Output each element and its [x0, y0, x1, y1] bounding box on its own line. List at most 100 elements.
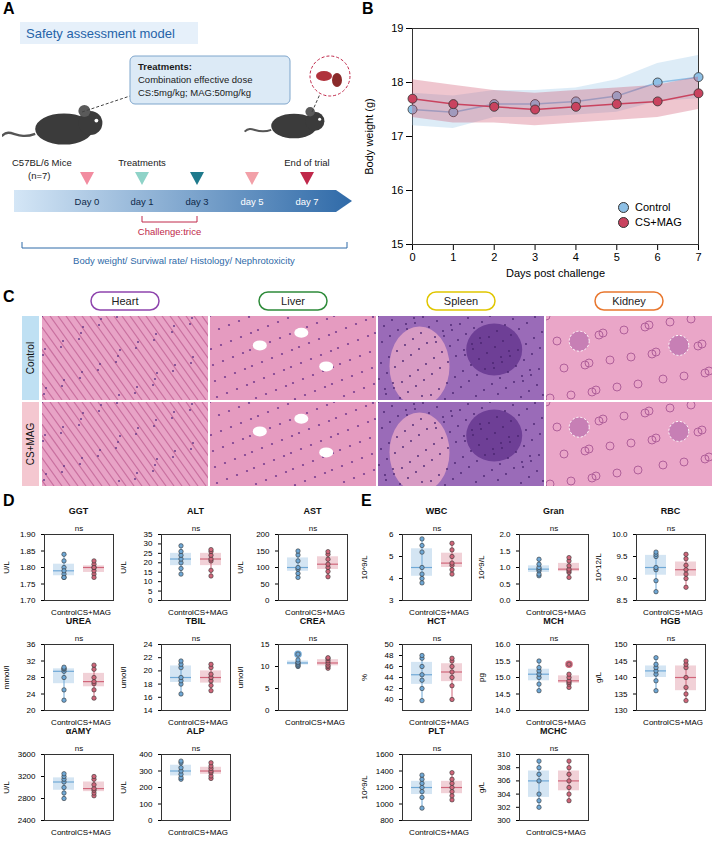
svg-text:200: 200: [256, 530, 270, 539]
svg-text:Combination effective dose: Combination effective dose: [138, 74, 252, 85]
svg-text:Control: Control: [643, 718, 669, 726]
svg-text:Control: Control: [168, 608, 194, 616]
svg-text:CS+MAG: CS+MAG: [77, 608, 111, 616]
svg-text:1000: 1000: [376, 800, 394, 809]
svg-text:0.5: 0.5: [499, 580, 511, 589]
svg-text:140: 140: [614, 673, 628, 682]
svg-text:Control: Control: [285, 608, 311, 616]
svg-text:7: 7: [695, 251, 701, 263]
svg-text:ns: ns: [192, 744, 200, 753]
svg-text:100: 100: [256, 563, 270, 572]
svg-text:CS+MAG: CS+MAG: [435, 608, 469, 616]
svg-text:CS+MAG: CS+MAG: [194, 608, 228, 616]
svg-text:Day 0: Day 0: [75, 196, 100, 207]
svg-text:Control: Control: [526, 828, 552, 836]
svg-text:U/L: U/L: [119, 561, 128, 574]
svg-text:CS+MAG: CS+MAG: [669, 608, 703, 616]
svg-text:6: 6: [389, 530, 394, 539]
svg-text:CS:5mg/kg; MAG:50mg/kg: CS:5mg/kg; MAG:50mg/kg: [138, 87, 251, 98]
svg-text:50: 50: [385, 640, 394, 649]
svg-text:16: 16: [144, 693, 153, 702]
svg-text:10.0: 10.0: [612, 530, 628, 539]
svg-text:310: 310: [497, 750, 511, 759]
svg-text:1.70: 1.70: [20, 596, 36, 605]
svg-text:Control: Control: [409, 608, 435, 616]
svg-text:Control: Control: [51, 828, 77, 836]
svg-text:(n=7): (n=7): [28, 170, 50, 181]
svg-text:Heart: Heart: [112, 295, 139, 307]
svg-text:0.0: 0.0: [499, 596, 511, 605]
svg-text:U/L: U/L: [2, 781, 11, 794]
svg-text:1.85: 1.85: [20, 547, 36, 556]
svg-text:8.5: 8.5: [616, 596, 628, 605]
svg-text:5: 5: [614, 251, 620, 263]
svg-text:10^12/L: 10^12/L: [594, 553, 603, 582]
svg-text:mmol/l: mmol/l: [2, 666, 11, 690]
svg-text:Control: Control: [526, 718, 552, 726]
svg-text:42: 42: [385, 684, 394, 693]
svg-text:300: 300: [497, 816, 511, 825]
svg-text:135: 135: [614, 690, 628, 699]
svg-text:20: 20: [144, 666, 153, 675]
svg-text:Control: Control: [25, 342, 36, 374]
svg-text:10: 10: [144, 577, 153, 586]
svg-text:3200: 3200: [18, 772, 36, 781]
svg-text:3600: 3600: [18, 750, 36, 759]
svg-text:ns: ns: [75, 744, 83, 753]
svg-text:Control: Control: [526, 608, 552, 616]
svg-text:0: 0: [265, 706, 270, 715]
svg-text:CS+MAG: CS+MAG: [77, 718, 111, 726]
svg-text:5: 5: [389, 552, 394, 561]
svg-text:ns: ns: [75, 524, 83, 533]
svg-text:15: 15: [261, 640, 270, 649]
svg-text:10^9/L: 10^9/L: [477, 555, 486, 579]
svg-text:Days post challenge: Days post challenge: [506, 267, 605, 279]
svg-text:Control: Control: [168, 828, 194, 836]
svg-text:CS+MAG: CS+MAG: [669, 718, 703, 726]
svg-text:1.90: 1.90: [20, 530, 36, 539]
svg-text:Control: Control: [168, 718, 194, 726]
svg-text:10^9/L: 10^9/L: [360, 555, 369, 579]
svg-text:308: 308: [497, 763, 511, 772]
svg-text:20: 20: [144, 558, 153, 567]
svg-text:200: 200: [139, 783, 153, 792]
svg-text:day 3: day 3: [185, 196, 208, 207]
svg-text:ns: ns: [550, 524, 558, 533]
svg-text:ns: ns: [433, 744, 441, 753]
svg-text:17: 17: [391, 130, 403, 142]
svg-text:CS+MAG: CS+MAG: [552, 608, 586, 616]
svg-text:19: 19: [391, 22, 403, 34]
svg-text:CS+MAG: CS+MAG: [311, 608, 345, 616]
svg-text:CS+MAG: CS+MAG: [311, 718, 345, 726]
svg-text:130: 130: [614, 706, 628, 715]
svg-text:ns: ns: [550, 634, 558, 643]
svg-text:End of trial: End of trial: [284, 157, 329, 168]
svg-text:24: 24: [27, 690, 36, 699]
svg-text:Control: Control: [51, 608, 77, 616]
svg-text:Kidney: Kidney: [612, 295, 646, 307]
svg-text:100: 100: [139, 800, 153, 809]
svg-text:%: %: [360, 674, 369, 681]
svg-text:CS+MAG: CS+MAG: [435, 828, 469, 836]
svg-text:U/L: U/L: [119, 781, 128, 794]
svg-text:ns: ns: [433, 524, 441, 533]
svg-text:50: 50: [261, 580, 270, 589]
svg-text:800: 800: [380, 816, 394, 825]
svg-text:g/L: g/L: [594, 671, 603, 683]
svg-text:25: 25: [144, 549, 153, 558]
svg-text:5: 5: [148, 587, 153, 596]
svg-text:CS+MAG: CS+MAG: [552, 828, 586, 836]
svg-text:ns: ns: [192, 634, 200, 643]
svg-text:15.0: 15.0: [495, 673, 511, 682]
svg-text:16: 16: [391, 184, 403, 196]
svg-text:ns: ns: [550, 744, 558, 753]
svg-text:4: 4: [573, 251, 579, 263]
svg-text:1400: 1400: [376, 767, 394, 776]
svg-text:24: 24: [144, 640, 153, 649]
svg-text:ns: ns: [309, 524, 317, 533]
svg-text:Safety assessment model: Safety assessment model: [26, 26, 175, 41]
svg-text:3: 3: [389, 596, 394, 605]
svg-text:18: 18: [391, 76, 403, 88]
svg-text:304: 304: [497, 790, 511, 799]
svg-text:Treatments: Treatments: [118, 157, 166, 168]
